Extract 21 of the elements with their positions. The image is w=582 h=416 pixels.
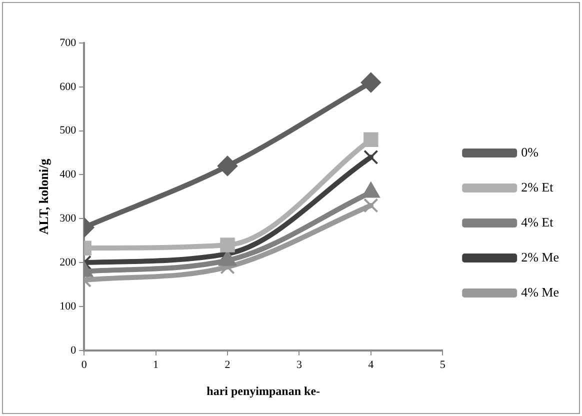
legend-label: 4% Et bbox=[521, 214, 554, 230]
x-tick-label: 3 bbox=[296, 358, 302, 371]
y-tick-label: 300 bbox=[60, 212, 77, 225]
legend-label: 4% Me bbox=[521, 284, 560, 300]
y-tick-label: 100 bbox=[60, 300, 77, 312]
y-tick-label: 600 bbox=[60, 80, 77, 93]
y-tick-label: 400 bbox=[60, 168, 77, 181]
legend-label: 0% bbox=[521, 144, 539, 160]
x-tick-label: 1 bbox=[153, 358, 159, 371]
y-tick-label: 500 bbox=[60, 124, 77, 137]
y-tick-label: 0 bbox=[70, 344, 77, 356]
x-tick-label: 5 bbox=[440, 358, 446, 371]
y-axis-title: ALT, koloni/g bbox=[36, 158, 52, 235]
legend-label: 2% Me bbox=[521, 249, 560, 264]
x-tick-label: 4 bbox=[368, 358, 374, 371]
y-tick-label: 200 bbox=[60, 256, 77, 268]
x-tick-label: 2 bbox=[224, 358, 230, 371]
legend-label: 2% Et bbox=[521, 179, 554, 194]
y-tick-label: 700 bbox=[60, 36, 77, 49]
x-axis-title: hari penyimpanan ke- bbox=[206, 384, 320, 398]
x-tick-label: 0 bbox=[81, 358, 88, 371]
